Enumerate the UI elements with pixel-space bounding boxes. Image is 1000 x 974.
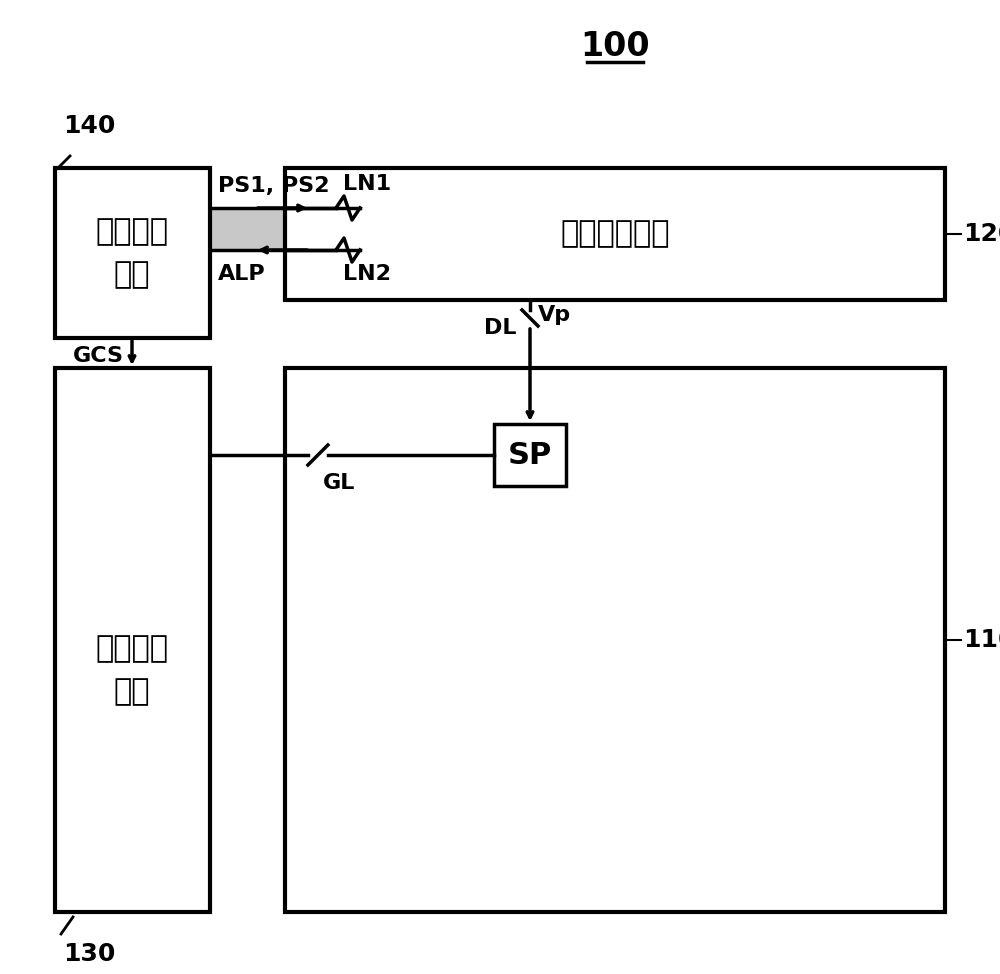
Text: PS1, PS2: PS1, PS2 <box>218 176 330 196</box>
Polygon shape <box>55 368 210 912</box>
Text: 数据驱动装置: 数据驱动装置 <box>560 219 670 248</box>
Polygon shape <box>285 168 945 300</box>
Bar <box>210 208 285 250</box>
Text: GCS: GCS <box>73 346 124 366</box>
Text: ALP: ALP <box>218 264 266 284</box>
Text: 栅极驱动
装置: 栅极驱动 装置 <box>96 634 168 706</box>
Polygon shape <box>285 368 945 912</box>
Text: SP: SP <box>508 440 552 469</box>
Text: 140: 140 <box>63 114 115 138</box>
Text: 120: 120 <box>963 222 1000 246</box>
Text: 100: 100 <box>580 29 650 62</box>
Text: 130: 130 <box>63 942 115 966</box>
Text: Vp: Vp <box>538 305 571 325</box>
Polygon shape <box>55 168 210 338</box>
Text: LN2: LN2 <box>343 264 391 284</box>
Text: GL: GL <box>323 473 355 493</box>
Polygon shape <box>494 424 566 486</box>
Text: LN1: LN1 <box>343 174 391 194</box>
Text: DL: DL <box>484 318 516 338</box>
Text: 110: 110 <box>963 628 1000 652</box>
Text: 数据处理
装置: 数据处理 装置 <box>96 217 168 289</box>
